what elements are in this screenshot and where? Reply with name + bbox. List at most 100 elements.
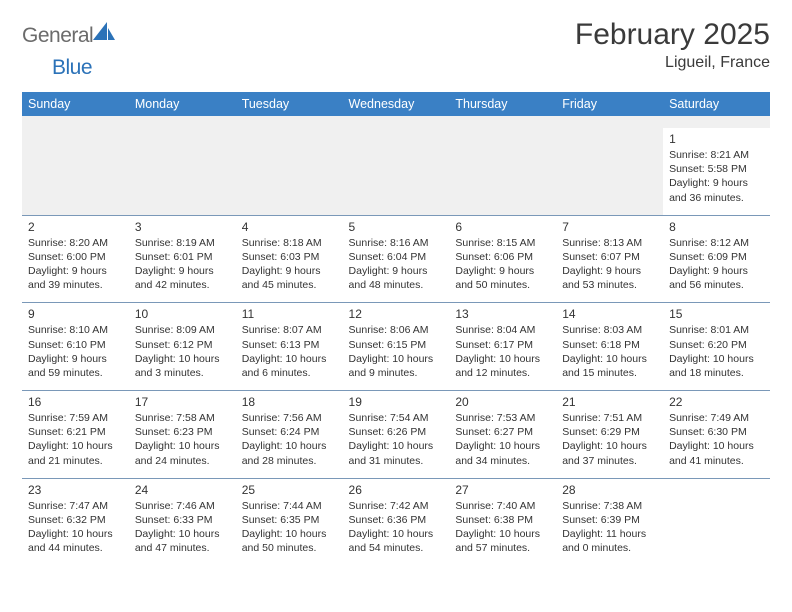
calendar-cell: 15 Sunrise: 8:01 AMSunset: 6:20 PMDayligh… — [663, 303, 770, 391]
day-number: 28 — [562, 483, 657, 497]
calendar-row: 1Sunrise: 8:21 AMSunset: 5:58 PMDaylight… — [22, 128, 770, 215]
calendar-cell: 11 Sunrise: 8:07 AMSunset: 6:13 PMDayligh… — [236, 303, 343, 391]
day-details: Sunrise: 7:56 AMSunset: 6:24 PMDaylight:… — [242, 411, 337, 468]
calendar-row: 16 Sunrise: 7:59 AMSunset: 6:21 PMDayligh… — [22, 391, 770, 479]
calendar-cell: 3 Sunrise: 8:19 AMSunset: 6:01 PMDaylight… — [129, 215, 236, 303]
calendar-cell: 7Sunrise: 8:13 AMSunset: 6:07 PMDaylight… — [556, 215, 663, 303]
calendar-cell: 10 Sunrise: 8:09 AMSunset: 6:12 PMDayligh… — [129, 303, 236, 391]
month-title: February 2025 — [575, 18, 770, 52]
day-details: Sunrise: 8:16 AMSunset: 6:04 PMDaylight:… — [349, 236, 444, 293]
calendar-cell — [343, 128, 450, 215]
day-number: 8 — [669, 220, 764, 234]
day-details: Sunrise: 7:44 AMSunset: 6:35 PMDaylight:… — [242, 499, 337, 556]
day-details: Sunrise: 8:12 AMSunset: 6:09 PMDaylight:… — [669, 236, 764, 293]
calendar-cell: 6 Sunrise: 8:15 AMSunset: 6:06 PMDaylight… — [449, 215, 556, 303]
calendar-body: 1Sunrise: 8:21 AMSunset: 5:58 PMDaylight… — [22, 128, 770, 565]
calendar-cell: 13 Sunrise: 8:04 AMSunset: 6:17 PMDayligh… — [449, 303, 556, 391]
calendar-cell — [449, 128, 556, 215]
day-details: Sunrise: 7:46 AMSunset: 6:33 PMDaylight:… — [135, 499, 230, 556]
day-number: 14 — [562, 307, 657, 321]
day-number: 18 — [242, 395, 337, 409]
calendar-cell: 18 Sunrise: 7:56 AMSunset: 6:24 PMDayligh… — [236, 391, 343, 479]
day-number: 23 — [28, 483, 123, 497]
calendar-cell: 4Sunrise: 8:18 AMSunset: 6:03 PMDaylight… — [236, 215, 343, 303]
weekday-header: Saturday — [663, 92, 770, 116]
day-details: Sunrise: 7:59 AMSunset: 6:21 PMDaylight:… — [28, 411, 123, 468]
calendar-cell: 28Sunrise: 7:38 AMSunset: 6:39 PMDayligh… — [556, 478, 663, 565]
day-details: Sunrise: 7:51 AMSunset: 6:29 PMDaylight:… — [562, 411, 657, 468]
calendar-cell: 25 Sunrise: 7:44 AMSunset: 6:35 PMDayligh… — [236, 478, 343, 565]
calendar-cell: 27 Sunrise: 7:40 AMSunset: 6:38 PMDayligh… — [449, 478, 556, 565]
title-block: February 2025 Ligueil, France — [575, 18, 770, 72]
calendar-cell — [556, 128, 663, 215]
calendar-row: 9 Sunrise: 8:10 AMSunset: 6:10 PMDaylight… — [22, 303, 770, 391]
logo-word1: General — [22, 24, 93, 48]
calendar-cell — [236, 128, 343, 215]
calendar-cell: 17 Sunrise: 7:58 AMSunset: 6:23 PMDayligh… — [129, 391, 236, 479]
day-details: Sunrise: 7:53 AMSunset: 6:27 PMDaylight:… — [455, 411, 550, 468]
day-number: 26 — [349, 483, 444, 497]
calendar-table: Sunday Monday Tuesday Wednesday Thursday… — [22, 92, 770, 128]
calendar-cell: 14 Sunrise: 8:03 AMSunset: 6:18 PMDayligh… — [556, 303, 663, 391]
calendar-cell: 5 Sunrise: 8:16 AMSunset: 6:04 PMDaylight… — [343, 215, 450, 303]
day-number: 17 — [135, 395, 230, 409]
day-details: Sunrise: 8:04 AMSunset: 6:17 PMDaylight:… — [455, 323, 550, 380]
day-number: 13 — [455, 307, 550, 321]
calendar-page: General February 2025 Ligueil, France Bl… — [0, 0, 792, 583]
day-number: 25 — [242, 483, 337, 497]
calendar-cell — [129, 128, 236, 215]
day-number: 20 — [455, 395, 550, 409]
day-details: Sunrise: 8:15 AMSunset: 6:06 PMDaylight:… — [455, 236, 550, 293]
blank-row — [22, 116, 770, 128]
day-details: Sunrise: 8:07 AMSunset: 6:13 PMDaylight:… — [242, 323, 337, 380]
calendar-cell — [663, 478, 770, 565]
day-number: 11 — [242, 307, 337, 321]
calendar-cell: 8 Sunrise: 8:12 AMSunset: 6:09 PMDaylight… — [663, 215, 770, 303]
location: Ligueil, France — [575, 54, 770, 72]
weekday-header: Tuesday — [236, 92, 343, 116]
day-details: Sunrise: 7:47 AMSunset: 6:32 PMDaylight:… — [28, 499, 123, 556]
day-number: 10 — [135, 307, 230, 321]
calendar-cell: 23 Sunrise: 7:47 AMSunset: 6:32 PMDayligh… — [22, 478, 129, 565]
day-number: 9 — [28, 307, 123, 321]
calendar-cell: 16 Sunrise: 7:59 AMSunset: 6:21 PMDayligh… — [22, 391, 129, 479]
day-details: Sunrise: 8:13 AMSunset: 6:07 PMDaylight:… — [562, 236, 657, 293]
calendar-row: 23 Sunrise: 7:47 AMSunset: 6:32 PMDayligh… — [22, 478, 770, 565]
day-number: 19 — [349, 395, 444, 409]
day-number: 3 — [135, 220, 230, 234]
day-number: 24 — [135, 483, 230, 497]
logo: General — [22, 18, 95, 48]
calendar-cell: 26 Sunrise: 7:42 AMSunset: 6:36 PMDayligh… — [343, 478, 450, 565]
day-number: 12 — [349, 307, 444, 321]
weekday-header: Monday — [129, 92, 236, 116]
calendar-cell: 9 Sunrise: 8:10 AMSunset: 6:10 PMDaylight… — [22, 303, 129, 391]
day-details: Sunrise: 7:42 AMSunset: 6:36 PMDaylight:… — [349, 499, 444, 556]
calendar-cell: 20 Sunrise: 7:53 AMSunset: 6:27 PMDayligh… — [449, 391, 556, 479]
weekday-header: Wednesday — [343, 92, 450, 116]
day-number: 22 — [669, 395, 764, 409]
day-details: Sunrise: 7:40 AMSunset: 6:38 PMDaylight:… — [455, 499, 550, 556]
day-details: Sunrise: 8:10 AMSunset: 6:10 PMDaylight:… — [28, 323, 123, 380]
calendar-cell: 19 Sunrise: 7:54 AMSunset: 6:26 PMDayligh… — [343, 391, 450, 479]
calendar-cell: 22 Sunrise: 7:49 AMSunset: 6:30 PMDayligh… — [663, 391, 770, 479]
logo-sail-icon — [93, 22, 115, 40]
day-details: Sunrise: 7:54 AMSunset: 6:26 PMDaylight:… — [349, 411, 444, 468]
day-number: 15 — [669, 307, 764, 321]
day-details: Sunrise: 8:03 AMSunset: 6:18 PMDaylight:… — [562, 323, 657, 380]
weekday-header: Thursday — [449, 92, 556, 116]
day-details: Sunrise: 8:19 AMSunset: 6:01 PMDaylight:… — [135, 236, 230, 293]
day-number: 6 — [455, 220, 550, 234]
day-number: 21 — [562, 395, 657, 409]
logo-word2: Blue — [24, 56, 92, 79]
day-number: 2 — [28, 220, 123, 234]
calendar-cell: 2Sunrise: 8:20 AMSunset: 6:00 PMDaylight… — [22, 215, 129, 303]
day-details: Sunrise: 7:49 AMSunset: 6:30 PMDaylight:… — [669, 411, 764, 468]
calendar-cell: 24 Sunrise: 7:46 AMSunset: 6:33 PMDayligh… — [129, 478, 236, 565]
day-number: 27 — [455, 483, 550, 497]
calendar-cell: 21 Sunrise: 7:51 AMSunset: 6:29 PMDayligh… — [556, 391, 663, 479]
day-details: Sunrise: 8:01 AMSunset: 6:20 PMDaylight:… — [669, 323, 764, 380]
day-details: Sunrise: 7:58 AMSunset: 6:23 PMDaylight:… — [135, 411, 230, 468]
day-number: 16 — [28, 395, 123, 409]
day-number: 5 — [349, 220, 444, 234]
day-details: Sunrise: 8:09 AMSunset: 6:12 PMDaylight:… — [135, 323, 230, 380]
